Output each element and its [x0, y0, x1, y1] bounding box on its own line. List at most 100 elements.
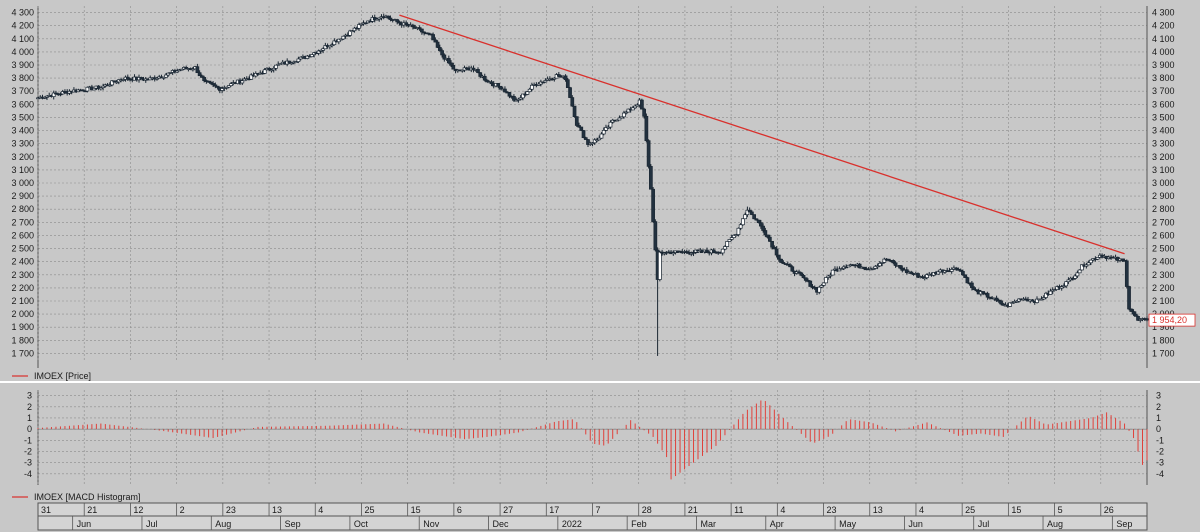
candle-body	[1053, 289, 1057, 291]
price-y-tick-label: 3 100	[1152, 165, 1175, 175]
candle-body	[478, 72, 483, 77]
month-label: 2022	[562, 519, 582, 529]
price-y-tick-label: 2 600	[1152, 230, 1175, 240]
candle-body	[552, 77, 557, 80]
candle-body	[729, 237, 734, 240]
candle-body	[595, 139, 599, 142]
candle-body	[209, 81, 213, 84]
candle-body	[125, 76, 130, 80]
candle-body	[195, 66, 200, 74]
candle-body	[635, 104, 640, 107]
candle-body	[925, 274, 929, 279]
candle-body	[857, 263, 862, 269]
candle-body	[101, 85, 105, 88]
candle-body	[433, 39, 438, 43]
macd-y-tick-label: -4	[24, 469, 32, 479]
price-y-tick-label: 2 900	[11, 191, 34, 201]
price-y-tick-label: 2 700	[1152, 217, 1175, 227]
candle-body	[58, 93, 63, 96]
day-label: 31	[41, 505, 51, 515]
candle-body	[112, 80, 117, 83]
candle-body	[330, 44, 334, 47]
price-candles	[36, 13, 1149, 356]
candle-body	[541, 81, 545, 84]
candle-body	[768, 236, 772, 242]
price-y-tick-label: 1 700	[11, 348, 34, 358]
candle-body	[1084, 264, 1089, 267]
candle-body	[581, 130, 586, 139]
candle-body	[220, 88, 224, 91]
macd-grid	[37, 390, 1148, 485]
candle-body	[503, 88, 507, 93]
month-label: Sep	[1116, 519, 1132, 529]
candle-body	[388, 17, 393, 20]
candle-body	[536, 83, 541, 86]
candle-body	[476, 69, 480, 73]
candle-body	[1075, 272, 1080, 277]
candle-body	[961, 271, 965, 276]
price-y-tick-label: 4 200	[1152, 21, 1175, 31]
candle-body	[121, 79, 126, 81]
candle-body	[981, 291, 985, 294]
candle-body	[200, 75, 204, 78]
candle-body	[1089, 259, 1093, 264]
price-y-tick-label: 2 500	[1152, 244, 1175, 254]
candle-body	[828, 274, 833, 277]
candle-body	[321, 48, 325, 51]
candle-body	[556, 74, 561, 77]
candle-body	[904, 269, 909, 273]
candle-body	[689, 252, 694, 255]
resistance-trendline[interactable]	[399, 14, 1125, 255]
day-label: 25	[965, 505, 975, 515]
month-label: Mar	[700, 519, 716, 529]
candle-body	[354, 27, 359, 30]
candle-body	[819, 285, 824, 288]
candle-body	[521, 93, 525, 99]
candle-body	[882, 258, 887, 263]
candle-body	[826, 275, 831, 278]
price-y-tick-label: 3 200	[1152, 152, 1175, 162]
candle-body	[482, 75, 487, 81]
candle-body	[99, 87, 103, 90]
candle-body	[770, 240, 774, 248]
candle-body	[720, 248, 725, 254]
macd-y-tick-label: -2	[24, 446, 32, 456]
month-label: Jul	[978, 519, 990, 529]
price-y-tick-label: 2 200	[11, 283, 34, 293]
candle-body	[916, 273, 920, 278]
candle-body	[615, 119, 620, 122]
candle-body	[184, 67, 189, 70]
price-y-tick-label: 3 400	[11, 126, 34, 136]
day-label: 23	[226, 505, 236, 515]
candle-body	[42, 97, 47, 99]
candle-body	[527, 88, 532, 93]
candle-body	[1066, 279, 1071, 283]
candle-body	[985, 293, 990, 298]
price-y-tick-label: 2 200	[1152, 283, 1175, 293]
candle-body	[1131, 311, 1136, 315]
price-y-tick-label: 3 700	[11, 86, 34, 96]
day-label: 25	[364, 505, 374, 515]
candle-body	[498, 85, 503, 90]
candle-body	[1014, 300, 1019, 303]
candle-body	[900, 267, 905, 271]
candle-body	[1062, 285, 1066, 288]
macd-legend: IMOEX [MACD Histogram]	[12, 492, 141, 502]
macd-y-tick-label: -3	[1156, 458, 1164, 468]
candle-body	[1041, 297, 1046, 300]
candle-body	[274, 64, 278, 69]
candle-body	[348, 30, 352, 36]
candle-body	[543, 80, 548, 83]
macd-y-tick-label: 3	[1156, 391, 1161, 401]
candle-body	[830, 269, 835, 276]
candle-body	[1001, 303, 1006, 306]
candle-body	[411, 24, 415, 28]
candle-body	[736, 227, 741, 235]
price-legend: IMOEX [Price]	[12, 371, 91, 381]
candle-body	[875, 265, 880, 268]
candle-body	[226, 85, 231, 88]
candle-body	[633, 105, 638, 109]
candle-body	[357, 24, 361, 29]
price-y-tick-label: 4 300	[1152, 8, 1175, 18]
candle-body	[296, 58, 301, 62]
